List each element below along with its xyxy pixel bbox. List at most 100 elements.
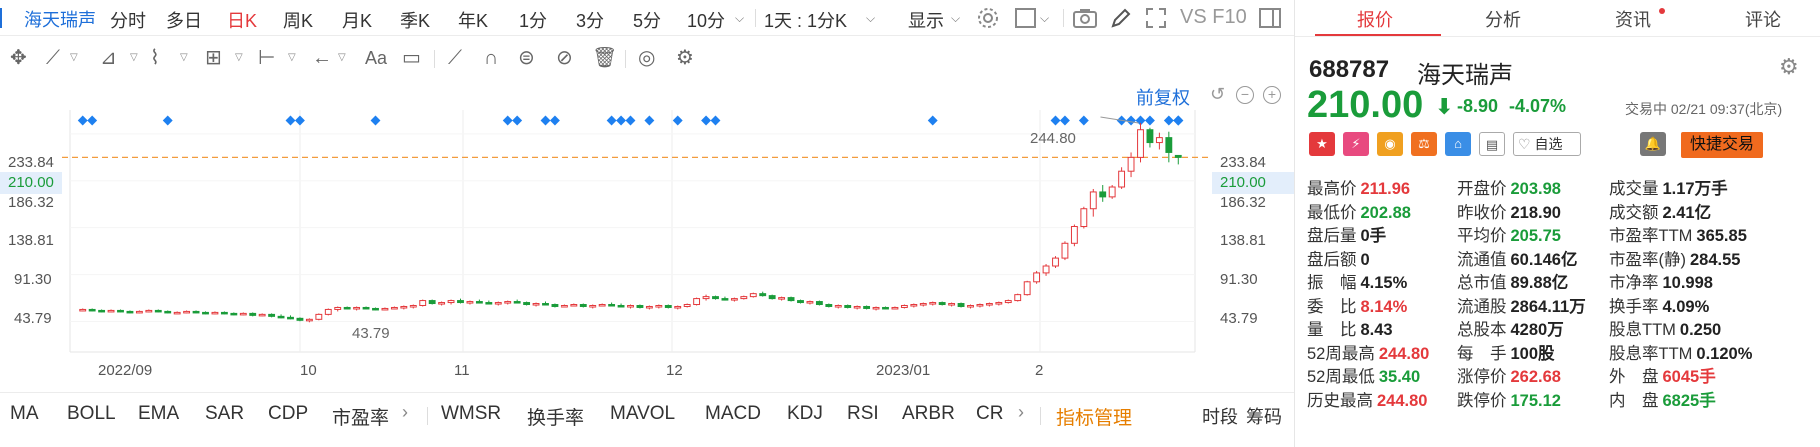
eraser-icon[interactable]: ⟋	[448, 47, 462, 69]
candle-body	[239, 312, 247, 316]
chevron-down-icon[interactable]: ⌵	[866, 11, 876, 25]
measure-tool-icon[interactable]: ⊢	[258, 47, 276, 69]
vs-f10-link[interactable]: VS F10	[1180, 6, 1247, 28]
candle-body	[372, 307, 379, 311]
indicator-tab-cdp[interactable]: CDP	[268, 403, 309, 424]
signal-diamond	[512, 115, 523, 126]
move-icon[interactable]: ✥	[10, 47, 27, 69]
period-5min[interactable]: 5分	[633, 11, 662, 31]
tab-comments[interactable]: 评论	[1745, 10, 1781, 30]
tab-quote[interactable]: 报价	[1357, 10, 1393, 30]
divider	[625, 50, 626, 68]
period-3min[interactable]: 3分	[576, 11, 605, 31]
candle-body	[863, 305, 871, 309]
x-tick: 12	[666, 362, 683, 379]
camera-icon[interactable]	[1072, 6, 1098, 35]
indicator-tab-pe[interactable]: 市盈率	[332, 408, 390, 429]
indicator-tab-ma[interactable]: MA	[10, 403, 39, 424]
candle-body	[570, 304, 578, 307]
lock-icon[interactable]: ⊜	[518, 47, 535, 69]
quote-label: 成交量	[1609, 180, 1659, 198]
chevron-down-icon[interactable]: ▽	[70, 52, 78, 63]
indicator-tab-macd[interactable]: MACD	[705, 403, 761, 424]
chevron-down-icon[interactable]: ▽	[180, 52, 188, 63]
indicator-tab-cr[interactable]: CR	[976, 403, 1004, 424]
adjust-select[interactable]: 前复权	[1136, 88, 1190, 108]
balance-icon[interactable]: ⚖	[1411, 132, 1437, 156]
bookmark-icon[interactable]: ▤	[1479, 132, 1505, 156]
quote-row: 涨停价 262.68	[1457, 363, 1561, 387]
wave-tool-icon[interactable]: ⌇	[150, 47, 160, 69]
period-yearly-k[interactable]: 年K	[458, 11, 489, 31]
interval-select[interactable]: 1天 : 1分K	[764, 11, 848, 31]
channel-tool-icon[interactable]: ⊿	[100, 47, 117, 69]
coins-icon[interactable]: ◉	[1377, 132, 1403, 156]
chips-tab[interactable]: 筹码	[1246, 407, 1282, 427]
period-10min[interactable]: 10分	[687, 11, 726, 31]
indicator-tab-boll[interactable]: BOLL	[67, 403, 116, 424]
fib-tool-icon[interactable]: ⊞	[205, 47, 222, 69]
period-monthly-k[interactable]: 月K	[342, 11, 373, 31]
chevron-right-icon[interactable]: ›	[1018, 402, 1024, 422]
comment-icon[interactable]: ▭	[402, 47, 421, 69]
draw-settings-icon[interactable]: ⚙	[676, 47, 694, 69]
arrow-tool-icon[interactable]: ←	[312, 47, 332, 69]
indicator-manage-button[interactable]: 指标管理	[1056, 408, 1133, 429]
stock-name-tab[interactable]: 海天瑞声	[0, 6, 96, 32]
chart-panel: 海天瑞声 分时 多日 日K 周K 月K 季K 年K 1分 3分 5分 10分 ⌵…	[0, 0, 1294, 429]
indicator-tab-rsi[interactable]: RSI	[847, 403, 879, 424]
chevron-down-icon[interactable]: ⌵	[1040, 11, 1050, 25]
fullscreen-icon[interactable]	[1144, 6, 1168, 35]
chevron-down-icon[interactable]: ▽	[130, 52, 138, 63]
compare-icon[interactable]: ◎	[638, 47, 656, 69]
display-menu[interactable]: 显示	[908, 11, 944, 31]
indicator-tab-kdj[interactable]: KDJ	[787, 403, 823, 424]
text-tool[interactable]: Aa	[365, 48, 388, 68]
indicator-tab-ema[interactable]: EMA	[138, 403, 180, 424]
pencil-icon[interactable]	[1109, 6, 1133, 35]
chevron-down-icon[interactable]: ▽	[338, 52, 346, 63]
indicator-tab-sar[interactable]: SAR	[205, 403, 245, 424]
period-quarterly-k[interactable]: 季K	[400, 11, 431, 31]
zoom-out-icon[interactable]: −	[1236, 86, 1254, 104]
settings-gear-icon[interactable]: ⚙	[1779, 54, 1799, 79]
chevron-down-icon[interactable]: ▽	[235, 52, 243, 63]
sidebar-toggle-icon[interactable]	[1258, 6, 1282, 35]
chevron-right-icon[interactable]: ›	[402, 402, 408, 422]
period-multiday[interactable]: 多日	[166, 11, 202, 31]
chevron-down-icon[interactable]: ▽	[288, 52, 296, 63]
candlestick-chart[interactable]	[0, 0, 1294, 395]
chevron-down-icon[interactable]: ⌵	[735, 11, 745, 25]
zoom-in-icon[interactable]: +	[1263, 86, 1281, 104]
indicator-tab-wmsr[interactable]: WMSR	[441, 403, 502, 424]
session-tab[interactable]: 时段	[1202, 407, 1238, 427]
period-daily-k[interactable]: 日K	[227, 11, 258, 31]
panel-tabs	[1295, 0, 1820, 37]
china-flag-icon[interactable]: ★	[1309, 132, 1335, 156]
tab-analysis[interactable]: 分析	[1485, 10, 1521, 30]
chevron-down-icon[interactable]: ⌵	[951, 11, 961, 25]
indicator-tab-arbr[interactable]: ARBR	[902, 403, 955, 424]
bell-icon[interactable]: 🔔	[1640, 132, 1666, 156]
hide-icon[interactable]: ⊘	[556, 47, 573, 69]
tab-news[interactable]: 资讯	[1615, 10, 1651, 30]
undo-icon[interactable]: ↺	[1210, 84, 1226, 104]
square-icon[interactable]	[1014, 6, 1038, 35]
magnet-icon[interactable]: ∩	[484, 47, 499, 69]
flash-icon[interactable]: ⚡	[1343, 132, 1369, 156]
period-1min[interactable]: 1分	[519, 11, 548, 31]
quote-label: 量 比	[1307, 321, 1357, 339]
tag-icon[interactable]: ⌂	[1445, 132, 1471, 156]
indicator-tab-turnover[interactable]: 换手率	[527, 408, 585, 429]
quick-trade-button[interactable]: 快捷交易	[1681, 132, 1763, 158]
period-weekly-k[interactable]: 周K	[283, 11, 314, 31]
quote-value: 4.15%	[1360, 274, 1408, 292]
add-watchlist-button[interactable]: ♡ 自选	[1513, 132, 1581, 156]
quote-label: 市盈率(静)	[1609, 250, 1686, 269]
line-tool-icon[interactable]: ⟋	[46, 47, 60, 69]
period-intraday[interactable]: 分时	[110, 11, 146, 31]
trash-icon[interactable]: 🗑	[592, 47, 618, 69]
settings-gear-icon[interactable]	[975, 5, 1001, 36]
indicator-tab-mavol[interactable]: MAVOL	[610, 403, 676, 424]
